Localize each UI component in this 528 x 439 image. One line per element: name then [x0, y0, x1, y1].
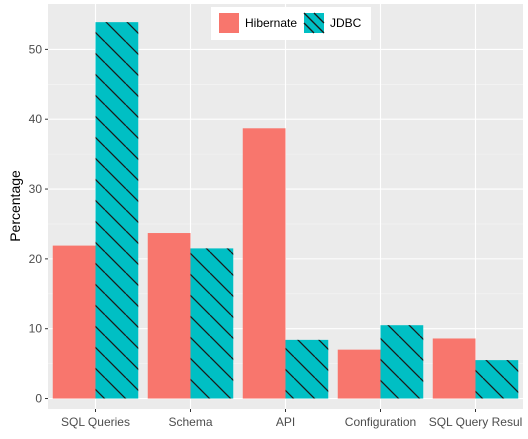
y-tick-label: 30: [29, 182, 43, 196]
y-tick-label: 20: [29, 252, 43, 266]
bar-hibernate: [52, 245, 96, 399]
y-tick-label: 40: [29, 112, 43, 126]
bar-hatch: [475, 360, 519, 399]
legend-label: Hibernate: [245, 16, 297, 30]
legend-label: JDBC: [330, 16, 362, 30]
x-tick-label: Schema: [168, 415, 212, 429]
x-tick-label: Configuration: [345, 415, 416, 429]
bar-hibernate: [432, 338, 476, 399]
y-axis: 0 10 20 30 40 50: [29, 42, 48, 406]
bar-hatch: [285, 339, 329, 399]
y-tick-label: 50: [29, 42, 43, 56]
bar-hibernate: [337, 349, 381, 399]
legend-key-hibernate: [219, 13, 239, 33]
bar-hibernate: [147, 233, 191, 399]
bar-hatch: [95, 22, 139, 399]
legend-key-hatch: [303, 12, 325, 34]
x-axis: SQL Queries Schema API Configuration SQL Que…: [61, 409, 522, 429]
y-tick-label: 0: [35, 392, 42, 406]
y-tick-label: 10: [29, 322, 43, 336]
x-tick-label: API: [276, 415, 295, 429]
x-tick-label: SQL Queries: [61, 415, 130, 429]
bar-hatch: [190, 248, 234, 399]
bar-hatch: [380, 325, 424, 399]
y-axis-title: Percentage: [7, 170, 23, 242]
bar-hibernate: [242, 128, 286, 399]
x-tick-label: SQL Query Resul: [429, 415, 523, 429]
bars: [52, 22, 519, 399]
legend: Hibernate JDBC: [211, 7, 371, 40]
